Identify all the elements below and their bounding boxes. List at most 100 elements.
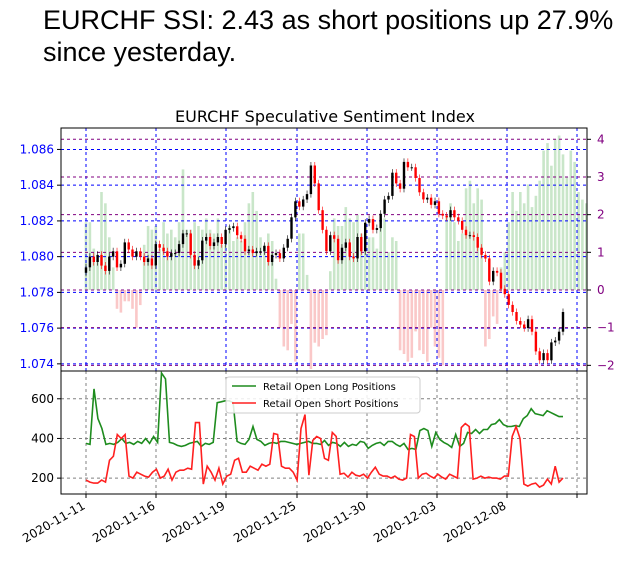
candle-body <box>422 192 425 200</box>
candle-body <box>445 215 448 218</box>
ssi-bar <box>367 237 371 290</box>
lower-tick-label: 600 <box>31 392 54 406</box>
candle-body <box>302 199 305 207</box>
candle-body <box>495 270 499 273</box>
candle-body <box>100 254 103 266</box>
ssi-bar <box>426 290 429 362</box>
left-tick-label: 1.084 <box>20 178 54 192</box>
candle-body <box>154 244 157 266</box>
candle-body <box>92 256 95 262</box>
candle-body <box>166 251 169 257</box>
ssi-bar <box>139 290 142 306</box>
candle-body <box>554 340 557 343</box>
ssi-bar <box>577 192 580 290</box>
candle-body <box>131 249 134 257</box>
candle-body <box>340 247 344 261</box>
candle-body <box>336 238 340 261</box>
ssi-bar <box>104 203 107 290</box>
candle-body <box>534 331 538 352</box>
candle-body <box>542 353 545 361</box>
candle-body <box>433 201 437 205</box>
ssi-bar <box>449 203 452 290</box>
candle-body <box>232 226 235 229</box>
ssi-bar <box>433 290 437 347</box>
ssi-bar <box>274 278 278 290</box>
ssi-bar <box>394 241 398 290</box>
candle-body <box>247 249 251 252</box>
ssi-bar <box>387 252 390 290</box>
candle-body <box>181 233 185 245</box>
lower-axis: 200 400 600 <box>31 392 61 485</box>
candle-body <box>298 201 301 207</box>
ssi-bar <box>243 222 247 290</box>
ssi-bar <box>282 290 286 347</box>
candle-body <box>294 201 297 218</box>
ssi-bar <box>321 290 324 339</box>
ssi-bar <box>92 248 96 290</box>
ssi-bar <box>542 150 545 290</box>
candle-body <box>499 272 503 289</box>
candle-body <box>395 172 398 184</box>
candle-body <box>84 267 88 273</box>
candle-body <box>208 237 212 246</box>
ssi-bar <box>286 290 289 351</box>
candle-body <box>220 237 223 245</box>
ssi-bar <box>313 290 317 343</box>
candle-body <box>550 342 553 361</box>
ssi-bar <box>111 267 115 290</box>
ssi-bar <box>127 290 130 302</box>
lower-tick-label: 200 <box>31 471 54 485</box>
left-tick-label: 1.082 <box>20 214 54 228</box>
candle-body <box>449 210 452 218</box>
ssi-bar <box>585 203 588 290</box>
legend: Retail Open Long Positions Retail Open S… <box>225 376 421 414</box>
ssi-bar <box>472 203 476 290</box>
candle-body <box>507 294 510 305</box>
ssi-bar <box>437 290 441 358</box>
ssi-bar <box>360 233 363 290</box>
legend-box <box>225 376 421 414</box>
candle-body <box>267 245 270 262</box>
candle-body <box>313 165 316 184</box>
candle-body <box>111 251 115 257</box>
candle-body <box>453 210 456 218</box>
candle-body <box>259 251 262 253</box>
lower-tick-label: 400 <box>31 431 54 445</box>
ssi-bar <box>391 237 394 290</box>
candle-body <box>344 242 347 248</box>
candle-body <box>309 165 313 195</box>
right-tick-label: 2 <box>597 208 605 222</box>
candle-body <box>333 235 336 239</box>
candle-body <box>488 258 491 282</box>
candle-body <box>174 253 177 255</box>
candle-body <box>263 245 266 252</box>
right-tick-label: −2 <box>597 358 615 372</box>
left-tick-label: 1.076 <box>20 321 54 335</box>
x-axis: 2020-11-11 2020-11-16 2020-11-19 2020-11-25… <box>20 494 578 545</box>
candle-body <box>515 312 518 321</box>
candle-body <box>162 247 165 252</box>
candle-body <box>123 242 126 264</box>
candle-body <box>108 256 111 271</box>
candle-body <box>274 253 278 255</box>
ssi-bar <box>464 188 468 290</box>
candle-body <box>352 256 355 259</box>
ssi-bar <box>298 233 301 290</box>
right-tick-label: 0 <box>597 283 605 297</box>
ssi-bar <box>375 248 379 290</box>
legend-label-short: Retail Open Short Positions <box>263 399 398 410</box>
right-tick-label: 4 <box>597 132 605 146</box>
candle-body <box>348 242 351 257</box>
candle-body <box>329 235 332 252</box>
ssi-bar <box>185 229 189 290</box>
ssi-bar <box>263 244 266 290</box>
ssi-bar <box>515 210 518 290</box>
ssi-bar <box>503 252 507 290</box>
candle-body <box>236 226 239 236</box>
legend-label-long: Retail Open Long Positions <box>263 382 396 393</box>
long-positions-line <box>85 370 563 451</box>
ssi-bar <box>96 259 99 290</box>
candle-body <box>375 228 379 230</box>
ssi-bar <box>565 177 569 290</box>
candle-body <box>305 194 309 200</box>
